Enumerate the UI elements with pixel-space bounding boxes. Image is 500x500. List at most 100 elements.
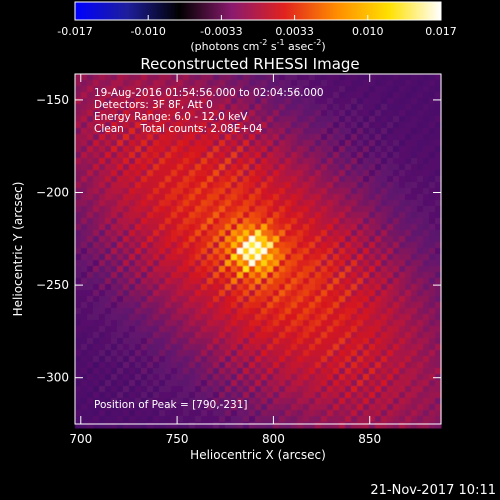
- heatmap-cell: [117, 398, 124, 405]
- heatmap-cell: [195, 134, 202, 141]
- heatmap-cell: [225, 356, 232, 363]
- heatmap-cell: [267, 308, 274, 315]
- heatmap-cell: [75, 122, 82, 129]
- heatmap-cell: [363, 98, 370, 105]
- heatmap-cell: [183, 260, 190, 267]
- heatmap-cell: [201, 272, 208, 279]
- heatmap-cell: [417, 194, 424, 201]
- heatmap-cell: [321, 146, 328, 153]
- heatmap-cell: [393, 278, 400, 285]
- heatmap-cell: [75, 398, 82, 405]
- heatmap-cell: [111, 410, 118, 417]
- heatmap-cell: [435, 416, 442, 423]
- heatmap-cell: [189, 218, 196, 225]
- heatmap-cell: [165, 158, 172, 165]
- heatmap-cell: [201, 422, 208, 429]
- heatmap-cell: [327, 134, 334, 141]
- heatmap-cell: [99, 98, 106, 105]
- heatmap-cell: [201, 326, 208, 333]
- heatmap-cell: [153, 230, 160, 237]
- heatmap-cell: [219, 332, 226, 339]
- heatmap-cell: [261, 170, 268, 177]
- heatmap-cell: [261, 128, 268, 135]
- heatmap-cell: [195, 224, 202, 231]
- heatmap-cell: [345, 224, 352, 231]
- heatmap-cell: [93, 164, 100, 171]
- heatmap-cell: [207, 332, 214, 339]
- heatmap-cell: [369, 356, 376, 363]
- heatmap-cell: [345, 344, 352, 351]
- heatmap-cell: [231, 74, 238, 81]
- heatmap-cell: [357, 422, 364, 429]
- heatmap-cell: [291, 74, 298, 81]
- heatmap-cell: [177, 404, 184, 411]
- heatmap-cell: [225, 104, 232, 111]
- heatmap-cell: [267, 164, 274, 171]
- heatmap-cell: [87, 248, 94, 255]
- heatmap-cell: [129, 320, 136, 327]
- heatmap-cell: [195, 98, 202, 105]
- heatmap-cell: [273, 386, 280, 393]
- heatmap-cell: [195, 338, 202, 345]
- heatmap-cell: [219, 404, 226, 411]
- heatmap-cell: [411, 170, 418, 177]
- heatmap-cell: [93, 158, 100, 165]
- heatmap-cell: [249, 230, 256, 237]
- heatmap-cell: [87, 326, 94, 333]
- heatmap-cell: [213, 320, 220, 327]
- heatmap-cell: [243, 332, 250, 339]
- heatmap-cell: [255, 278, 262, 285]
- heatmap-cell: [429, 404, 436, 411]
- heatmap-cell: [339, 410, 346, 417]
- heatmap-cell: [135, 320, 142, 327]
- heatmap-cell: [153, 200, 160, 207]
- heatmap-cell: [81, 158, 88, 165]
- heatmap-cell: [267, 260, 274, 267]
- heatmap-cell: [213, 218, 220, 225]
- annotation-clean-counts: Clean Total counts: 2.08E+04: [94, 123, 263, 135]
- heatmap-cell: [399, 398, 406, 405]
- heatmap-cell: [291, 272, 298, 279]
- heatmap-cell: [189, 260, 196, 267]
- heatmap-cell: [249, 86, 256, 93]
- heatmap-cell: [237, 392, 244, 399]
- heatmap-cell: [177, 116, 184, 123]
- heatmap-cell: [381, 122, 388, 129]
- heatmap-cell: [369, 176, 376, 183]
- heatmap-cell: [273, 128, 280, 135]
- heatmap-cell: [297, 218, 304, 225]
- heatmap-cell: [81, 104, 88, 111]
- heatmap-cell: [81, 116, 88, 123]
- heatmap-cell: [165, 206, 172, 213]
- heatmap-cell: [327, 326, 334, 333]
- heatmap-cell: [135, 128, 142, 135]
- heatmap-cell: [285, 182, 292, 189]
- heatmap-cell: [303, 266, 310, 273]
- heatmap-cell: [309, 380, 316, 387]
- heatmap-cell: [153, 338, 160, 345]
- heatmap-cell: [135, 152, 142, 159]
- heatmap-cell: [309, 92, 316, 99]
- heatmap-cell: [219, 128, 226, 135]
- heatmap-cell: [381, 182, 388, 189]
- heatmap-cell: [183, 374, 190, 381]
- heatmap-cell: [327, 344, 334, 351]
- heatmap-cell: [423, 266, 430, 273]
- heatmap-cell: [87, 308, 94, 315]
- heatmap-cell: [225, 158, 232, 165]
- heatmap-cell: [315, 422, 322, 429]
- heatmap-cell: [129, 416, 136, 423]
- heatmap-cell: [141, 332, 148, 339]
- heatmap-cell: [435, 230, 442, 237]
- heatmap-cell: [195, 368, 202, 375]
- heatmap-cell: [105, 320, 112, 327]
- heatmap-cell: [81, 332, 88, 339]
- heatmap-cell: [327, 242, 334, 249]
- heatmap-cell: [279, 368, 286, 375]
- heatmap-cell: [405, 320, 412, 327]
- heatmap-cell: [435, 398, 442, 405]
- heatmap-cell: [93, 254, 100, 261]
- heatmap-cell: [87, 158, 94, 165]
- heatmap-cell: [315, 236, 322, 243]
- heatmap-cell: [153, 134, 160, 141]
